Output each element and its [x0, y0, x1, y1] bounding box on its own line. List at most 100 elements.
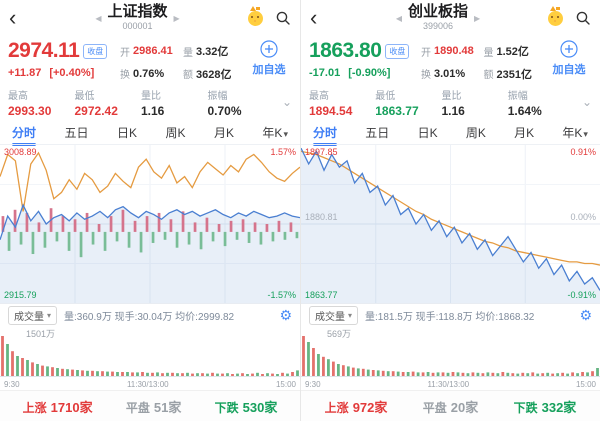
- add-circle-icon[interactable]: [560, 40, 578, 58]
- volume-label: 量: [483, 47, 494, 59]
- decliners-count: 332家: [541, 399, 577, 415]
- chart-max-label: 3008.89: [4, 147, 37, 157]
- volume-value: 1.52亿: [496, 46, 529, 59]
- tab-monthly-k[interactable]: 月K: [213, 125, 234, 140]
- index-code: 399006: [422, 20, 454, 31]
- volume-max-label: 569万: [327, 329, 352, 339]
- quote-block: 2974.11 收盘 +11.87 [+0.40%] 开 2986.41 量 3.3…: [0, 36, 300, 86]
- time-close: 15:00: [275, 380, 296, 389]
- volume-toolbar: 成交量 ▾ 量:181.5万 现手:118.8万 均价:1868.32 ⚙: [301, 304, 600, 326]
- volume-value: 3.32亿: [196, 46, 229, 59]
- chart-min-label: 2915.79: [4, 290, 37, 300]
- top-bar: ‹ ◀ 创业板指 399006 ▶: [301, 0, 600, 36]
- panel-shanghai-index: ‹ ◀ 上证指数 000001 ▶ 2974.11 收盘 +11.87: [0, 3, 300, 421]
- time-axis: 9:30 11:30/13:00 15:00: [0, 380, 300, 389]
- market-status-badge: 收盘: [385, 43, 410, 59]
- expand-chevron-icon[interactable]: ⌄: [281, 95, 292, 109]
- tab-weekly-k[interactable]: 周K: [465, 125, 486, 140]
- quote-grid: 开 2986.41 量 3.32亿 换 0.76% 额 3628亿: [120, 39, 246, 84]
- turnover-value: 3.01%: [434, 67, 466, 80]
- expand-chevron-icon[interactable]: ⌄: [581, 95, 592, 109]
- market-breadth-bar: 上涨 972家 平盘 20家 下跌 332家: [301, 390, 600, 421]
- advancers-label: 上涨: [22, 400, 47, 415]
- decliners-count: 530家: [242, 399, 278, 415]
- search-icon[interactable]: [275, 10, 291, 26]
- high-value: 1894.54: [309, 104, 353, 118]
- intraday-chart[interactable]: 3008.89 1.57% 2915.79 -1.57%: [0, 144, 300, 304]
- gear-icon[interactable]: ⚙: [279, 307, 292, 323]
- volratio-label: 量比: [441, 91, 462, 102]
- next-index-arrow-icon[interactable]: ▶: [474, 13, 481, 23]
- decliners-label: 下跌: [214, 400, 239, 415]
- volume-chart[interactable]: 569万 9:30 11:30/13:00 15:00: [301, 326, 600, 390]
- index-code: 000001: [122, 20, 153, 31]
- back-icon[interactable]: ‹: [9, 5, 17, 30]
- tab-yearly-k[interactable]: 年K▾: [562, 125, 588, 140]
- chart-min-label: 1863.77: [305, 290, 338, 300]
- advancers-count: 1710家: [50, 399, 93, 415]
- watchlist-block: 加自选: [546, 39, 592, 84]
- market-breadth-bar: 上涨 1710家 平盘 51家 下跌 530家: [0, 390, 300, 421]
- dropdown-caret-icon: ▾: [583, 128, 588, 139]
- selector-caret-icon: ▾: [47, 310, 52, 320]
- tab-monthly-k[interactable]: 月K: [514, 125, 535, 140]
- time-midday: 11:30/13:00: [427, 380, 470, 389]
- tab-minute[interactable]: 分时: [10, 122, 38, 146]
- chart-max-label: 1897.85: [305, 147, 338, 157]
- chart-max-pct: 0.91%: [570, 147, 596, 157]
- turnover-value: 0.76%: [133, 67, 165, 80]
- next-index-arrow-icon[interactable]: ▶: [173, 13, 180, 23]
- prev-index-arrow-icon[interactable]: ◀: [95, 13, 102, 23]
- mascot-icon[interactable]: [548, 5, 564, 26]
- amount-value: 2351亿: [496, 68, 532, 81]
- indicator-selector[interactable]: 成交量 ▾: [8, 305, 58, 325]
- volume-info-text: 量:360.9万 现手:30.04万 均价:2999.82: [64, 311, 235, 323]
- add-circle-icon[interactable]: [260, 40, 278, 58]
- unchanged-label: 平盘: [125, 400, 150, 415]
- dropdown-caret-icon: ▾: [283, 128, 288, 139]
- advancers-count: 972家: [352, 399, 388, 415]
- volume-info-text: 量:181.5万 现手:118.8万 均价:1868.32: [365, 311, 535, 323]
- chart-mid-label: 1880.81: [305, 212, 338, 223]
- price-change: -17.01: [309, 67, 341, 79]
- tab-5day[interactable]: 五日: [64, 125, 89, 140]
- amount-value: 3628亿: [196, 68, 232, 81]
- chart-max-pct: 1.57%: [270, 147, 296, 157]
- chart-min-pct: -1.57%: [267, 290, 296, 300]
- add-watchlist-button[interactable]: 加自选: [252, 64, 286, 76]
- add-watchlist-button[interactable]: 加自选: [552, 64, 586, 76]
- amplitude-label: 振幅: [507, 91, 528, 102]
- gear-icon[interactable]: ⚙: [579, 307, 592, 323]
- tab-yearly-k[interactable]: 年K▾: [262, 125, 288, 140]
- volratio-value: 1.16: [141, 104, 165, 118]
- low-label: 最低: [74, 91, 95, 102]
- tab-daily-k[interactable]: 日K: [116, 125, 137, 140]
- indicator-selector[interactable]: 成交量 ▾: [309, 305, 359, 325]
- amplitude-value: 0.70%: [207, 104, 242, 118]
- watchlist-block: 加自选: [246, 39, 292, 84]
- index-title-block: 上证指数 000001: [108, 4, 168, 31]
- tab-daily-k[interactable]: 日K: [417, 125, 438, 140]
- search-icon[interactable]: [575, 10, 591, 26]
- quote-grid: 开 1890.48 量 1.52亿 换 3.01% 额 2351亿: [421, 39, 546, 84]
- amplitude-value: 1.64%: [507, 104, 542, 118]
- volume-chart[interactable]: 1501万 9:30 11:30/13:00 15:00: [0, 326, 300, 390]
- unchanged-count: 51家: [153, 399, 182, 415]
- mascot-icon[interactable]: [248, 5, 264, 26]
- unchanged-label: 平盘: [422, 400, 447, 415]
- time-open: 9:30: [305, 380, 321, 389]
- low-label: 最低: [375, 91, 396, 102]
- stats-row: 最高 2993.30 最低 2972.42 量比 1.16 振幅 0.70% ⌄: [0, 86, 300, 120]
- tab-minute[interactable]: 分时: [311, 122, 339, 146]
- low-value: 1863.77: [375, 104, 419, 118]
- intraday-chart[interactable]: 1897.85 0.91% 1880.81 0.00% 1863.77 -0.9…: [301, 144, 600, 304]
- tab-5day[interactable]: 五日: [365, 125, 390, 140]
- back-icon[interactable]: ‹: [310, 5, 318, 30]
- price-change-pct: [-0.90%]: [348, 67, 391, 79]
- tab-weekly-k[interactable]: 周K: [165, 125, 186, 140]
- prev-index-arrow-icon[interactable]: ◀: [395, 13, 402, 23]
- price-block: 2974.11 收盘 +11.87 [+0.40%]: [8, 39, 120, 84]
- amplitude-label: 振幅: [207, 91, 228, 102]
- chart-mid-pct: 0.00%: [570, 212, 596, 223]
- open-value: 1890.48: [434, 45, 474, 58]
